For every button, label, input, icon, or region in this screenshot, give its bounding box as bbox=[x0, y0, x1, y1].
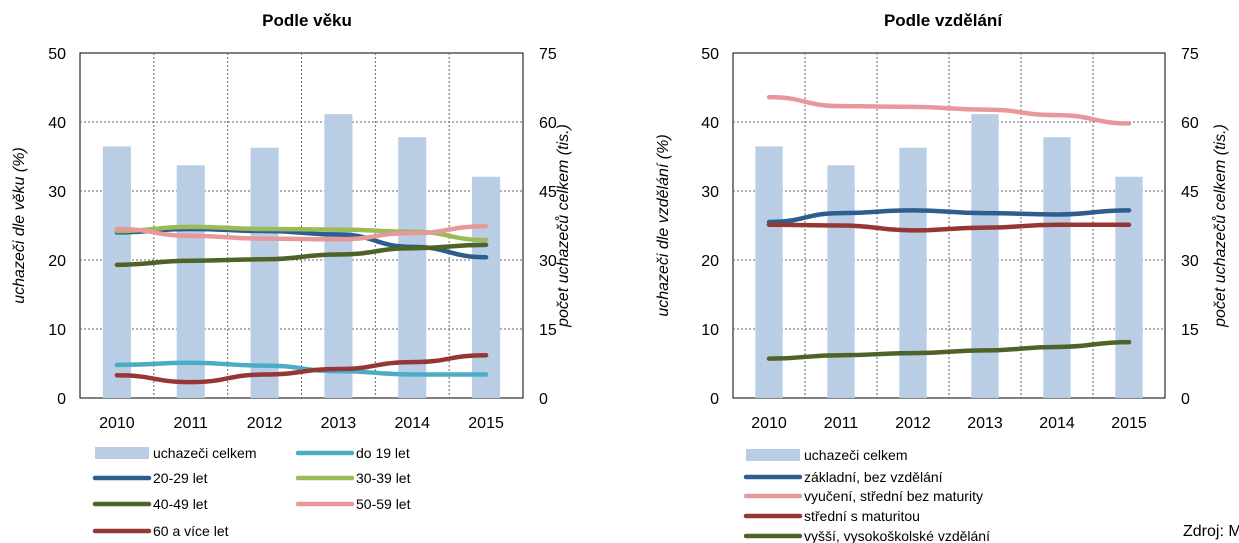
legend-swatch-bar bbox=[746, 449, 800, 461]
y2-axis-label: počet uchazečů celkem (tis.) bbox=[554, 124, 572, 328]
chart-title: Podle věku bbox=[262, 11, 352, 30]
x-tick-label: 2010 bbox=[99, 415, 135, 432]
y-tick-label: 30 bbox=[48, 184, 66, 201]
series-line bbox=[114, 360, 489, 377]
chart-by-age: Podle věku 0 10 20 30 40 50 0 15 30 45 60 75 2010 2011… bbox=[11, 11, 572, 539]
series-line bbox=[766, 208, 1132, 225]
x-tick-label: 2015 bbox=[1111, 415, 1147, 432]
bar-uchazeci-celkem bbox=[1115, 176, 1143, 398]
legend-swatch-bar bbox=[95, 447, 149, 459]
y-tick-label: 0 bbox=[57, 391, 66, 408]
x-tick-label: 2011 bbox=[824, 415, 859, 432]
legend-label: 60 a více let bbox=[153, 523, 229, 539]
bar-uchazeci-celkem bbox=[827, 165, 855, 398]
y-tick-label: 10 bbox=[701, 322, 719, 339]
legend-label: vyučení, střední bez maturity bbox=[804, 488, 983, 504]
legend-label: střední s maturitou bbox=[804, 508, 920, 524]
chart-title: Podle vzdělání bbox=[884, 11, 1003, 30]
y2-tick-label: 0 bbox=[539, 391, 548, 408]
y2-tick-label: 45 bbox=[539, 184, 557, 201]
y2-tick-label: 0 bbox=[1181, 391, 1190, 408]
y-axis-label: uchazeči dle věku (%) bbox=[11, 147, 28, 304]
y2-tick-label: 75 bbox=[539, 46, 557, 63]
y2-tick-label: 60 bbox=[539, 115, 557, 132]
bar-uchazeci-celkem bbox=[102, 146, 131, 398]
series-line bbox=[766, 339, 1132, 361]
series-line bbox=[766, 94, 1132, 126]
y-tick-label: 0 bbox=[710, 391, 719, 408]
x-tick-label: 2011 bbox=[174, 415, 209, 432]
legend-label: do 19 let bbox=[356, 445, 410, 461]
x-tick-label: 2012 bbox=[895, 415, 931, 432]
legend-label: uchazeči celkem bbox=[153, 445, 257, 461]
bar-uchazeci-celkem bbox=[250, 147, 279, 398]
x-tick-label: 2014 bbox=[1039, 415, 1075, 432]
x-tick-label: 2012 bbox=[247, 415, 283, 432]
x-tick-label: 2015 bbox=[468, 415, 504, 432]
bar-uchazeci-celkem bbox=[971, 114, 999, 399]
chart-by-education: Podle vzdělání 0 10 20 30 40 50 0 15 30 45 60 75 2010… bbox=[655, 11, 1229, 543]
y2-tick-label: 15 bbox=[539, 322, 557, 339]
legend-label: 20-29 let bbox=[153, 470, 208, 486]
series-line bbox=[114, 223, 489, 242]
y-tick-label: 20 bbox=[701, 253, 719, 270]
y2-tick-label: 45 bbox=[1181, 184, 1199, 201]
y2-tick-label: 75 bbox=[1181, 46, 1199, 63]
y-tick-label: 20 bbox=[48, 253, 66, 270]
bar-uchazeci-celkem bbox=[899, 147, 927, 398]
y-axis-label: uchazeči dle vzdělání (%) bbox=[655, 134, 672, 316]
x-tick-label: 2014 bbox=[394, 415, 430, 432]
bar-uchazeci-celkem bbox=[472, 176, 501, 398]
bar-uchazeci-celkem bbox=[755, 146, 783, 398]
legend-label: základní, bez vzdělání bbox=[804, 469, 943, 485]
y-tick-label: 40 bbox=[701, 115, 719, 132]
bar-uchazeci-celkem bbox=[176, 165, 205, 398]
bar-uchazeci-celkem bbox=[1043, 137, 1071, 398]
y-tick-label: 40 bbox=[48, 115, 66, 132]
x-tick-label: 2013 bbox=[967, 415, 1003, 432]
series-line bbox=[766, 222, 1132, 233]
y2-tick-label: 30 bbox=[1181, 253, 1199, 270]
y2-tick-label: 60 bbox=[1181, 115, 1199, 132]
legend-label: 50-59 let bbox=[356, 496, 411, 512]
x-tick-label: 2013 bbox=[321, 415, 357, 432]
y2-tick-label: 15 bbox=[1181, 322, 1199, 339]
y-tick-label: 50 bbox=[48, 46, 66, 63]
legend-label: uchazeči celkem bbox=[804, 447, 908, 463]
legend-label: vyšší, vysokoškolské vzdělání bbox=[804, 528, 990, 543]
source-note: Zdroj: MPSV bbox=[1183, 523, 1239, 540]
legend-label: 30-39 let bbox=[356, 470, 411, 486]
series-line bbox=[114, 352, 489, 385]
bar-uchazeci-celkem bbox=[398, 137, 427, 398]
legend-label: 40-49 let bbox=[153, 496, 208, 512]
series-line bbox=[114, 242, 489, 268]
y2-tick-label: 30 bbox=[539, 253, 557, 270]
y2-axis-label: počet uchazečů celkem (tis.) bbox=[1211, 124, 1229, 328]
y-tick-label: 10 bbox=[48, 322, 66, 339]
y-tick-label: 50 bbox=[701, 46, 719, 63]
x-tick-label: 2010 bbox=[751, 415, 787, 432]
y-tick-label: 30 bbox=[701, 184, 719, 201]
